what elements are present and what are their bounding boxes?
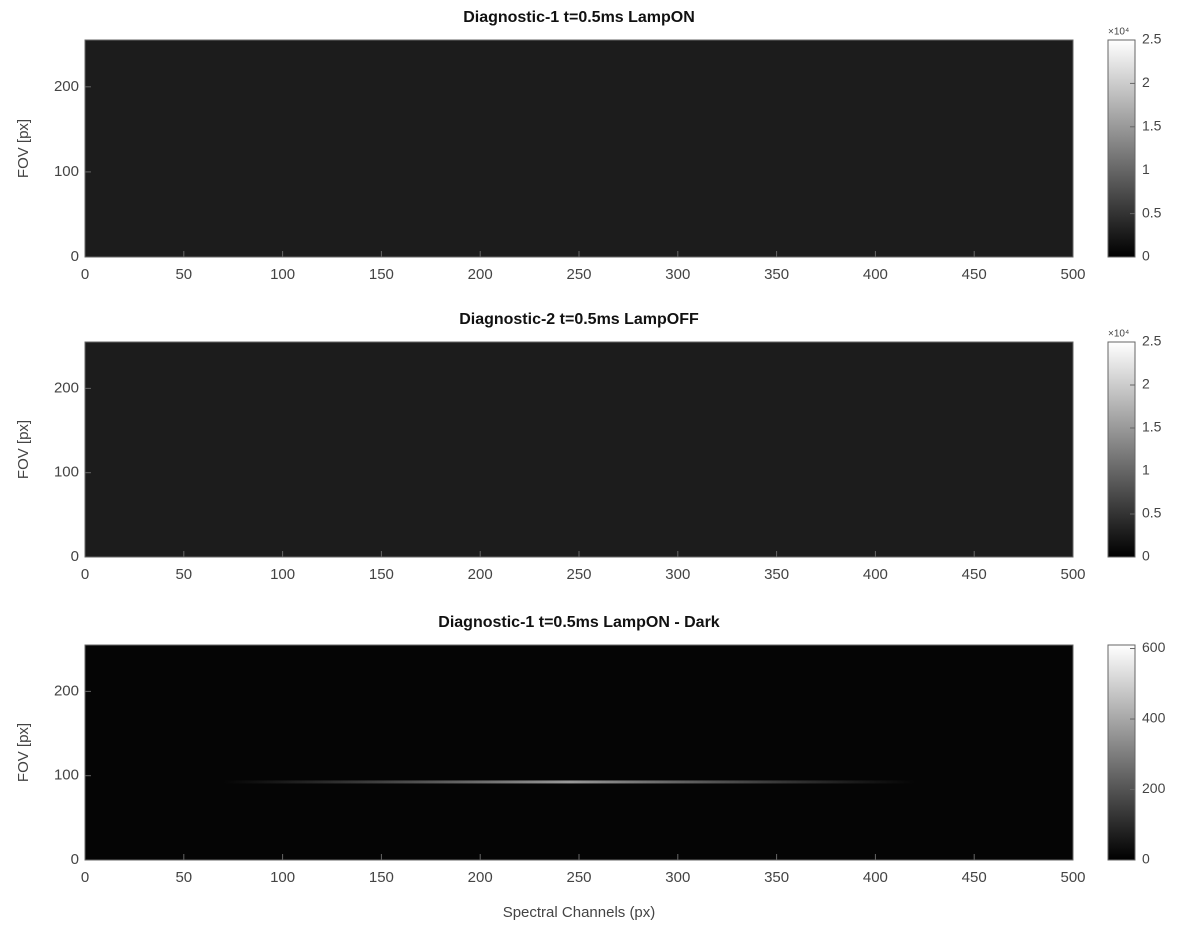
chart-title: Diagnostic-1 t=0.5ms LampON - Dark <box>438 614 720 631</box>
colorbar-tick-label: 2.5 <box>1142 333 1162 349</box>
x-tick-label: 150 <box>369 869 394 886</box>
x-tick-label: 350 <box>764 869 789 886</box>
x-tick-label: 100 <box>270 566 295 583</box>
colorbar-tick-label: 0.5 <box>1142 505 1162 521</box>
x-tick-label: 250 <box>566 266 591 283</box>
x-tick-label: 150 <box>369 266 394 283</box>
colorbar-tick-label: 1 <box>1142 161 1150 177</box>
x-tick-label: 400 <box>863 869 888 886</box>
heatmap-image <box>85 342 1073 557</box>
x-axis-label: Spectral Channels (px) <box>503 904 656 921</box>
colorbar-tick-label: 1 <box>1142 462 1150 478</box>
x-tick-label: 350 <box>764 566 789 583</box>
colorbar-tick-label: 0 <box>1142 248 1150 264</box>
y-tick-label: 200 <box>54 682 79 699</box>
x-tick-label: 500 <box>1060 869 1085 886</box>
colorbar-tick-label: 0 <box>1142 548 1150 564</box>
streak <box>223 780 915 784</box>
colorbar-tick-label: 1.5 <box>1142 118 1162 134</box>
colorbar-exponent: ×10⁴ <box>1108 27 1129 38</box>
x-tick-label: 300 <box>665 266 690 283</box>
y-tick-label: 100 <box>54 163 79 180</box>
x-tick-label: 0 <box>81 869 89 886</box>
x-tick-label: 0 <box>81 266 89 283</box>
x-tick-label: 450 <box>962 266 987 283</box>
heatmap-image <box>85 645 1073 860</box>
x-tick-label: 500 <box>1060 266 1085 283</box>
colorbar-tick-label: 2 <box>1142 74 1150 90</box>
x-tick-label: 300 <box>665 566 690 583</box>
chart-title: Diagnostic-1 t=0.5ms LampON <box>463 9 695 26</box>
colorbar <box>1107 644 1136 861</box>
x-tick-label: 200 <box>468 566 493 583</box>
y-axis-label: FOV [px] <box>15 420 32 479</box>
colorbar-tick-label: 0 <box>1142 851 1150 867</box>
colorbar-tick-label: 400 <box>1142 710 1166 726</box>
x-tick-label: 0 <box>81 566 89 583</box>
x-tick-label: 250 <box>566 869 591 886</box>
y-tick-label: 100 <box>54 464 79 481</box>
colorbar-tick-label: 0.5 <box>1142 204 1162 220</box>
colorbar-tick-label: 1.5 <box>1142 419 1162 435</box>
x-tick-label: 100 <box>270 869 295 886</box>
x-tick-label: 400 <box>863 266 888 283</box>
y-tick-label: 0 <box>71 548 79 565</box>
colorbar <box>1107 341 1136 558</box>
x-tick-label: 50 <box>175 566 192 583</box>
heatmap-image <box>85 40 1073 257</box>
y-tick-label: 0 <box>71 248 79 265</box>
colorbar-tick-label: 600 <box>1142 639 1166 655</box>
x-tick-label: 200 <box>468 869 493 886</box>
x-tick-label: 450 <box>962 869 987 886</box>
y-tick-label: 200 <box>54 78 79 95</box>
y-tick-label: 200 <box>54 379 79 396</box>
x-tick-label: 300 <box>665 869 690 886</box>
colorbar-exponent: ×10⁴ <box>1108 329 1129 340</box>
colorbar <box>1107 39 1136 258</box>
colorbar-tick-label: 2 <box>1142 376 1150 392</box>
y-tick-label: 0 <box>71 851 79 868</box>
chart-title: Diagnostic-2 t=0.5ms LampOFF <box>459 311 699 328</box>
x-tick-label: 350 <box>764 266 789 283</box>
x-tick-label: 400 <box>863 566 888 583</box>
x-tick-label: 150 <box>369 566 394 583</box>
x-tick-label: 500 <box>1060 566 1085 583</box>
y-tick-label: 100 <box>54 767 79 784</box>
colorbar-tick-label: 200 <box>1142 780 1166 796</box>
x-tick-label: 450 <box>962 566 987 583</box>
x-tick-label: 200 <box>468 266 493 283</box>
colorbar-tick-label: 2.5 <box>1142 31 1162 47</box>
y-axis-label: FOV [px] <box>15 723 32 782</box>
x-tick-label: 50 <box>175 266 192 283</box>
x-tick-label: 50 <box>175 869 192 886</box>
y-axis-label: FOV [px] <box>15 119 32 178</box>
x-tick-label: 100 <box>270 266 295 283</box>
x-tick-label: 250 <box>566 566 591 583</box>
